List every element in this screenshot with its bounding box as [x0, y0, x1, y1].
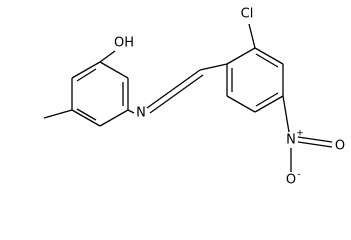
bond — [99, 109, 129, 127]
bond — [297, 136, 333, 143]
structure: OH N Cl N + O O - — [43, 7, 345, 188]
bond — [297, 141, 333, 148]
bond — [282, 95, 290, 133]
bond — [127, 109, 135, 114]
bond — [226, 47, 256, 65]
bond — [226, 95, 256, 113]
atom-label: Cl — [241, 7, 254, 22]
bond — [43, 109, 73, 119]
bond — [99, 61, 129, 79]
bond — [149, 74, 204, 114]
bond — [146, 69, 201, 109]
charge: + — [296, 129, 304, 139]
bond — [71, 109, 101, 127]
atom-label: OH — [114, 36, 134, 51]
atom-label: O — [286, 173, 296, 188]
bond — [99, 50, 116, 63]
atom-label: N — [136, 106, 146, 121]
bonds — [43, 23, 333, 172]
atom-label: O — [335, 139, 345, 154]
bond — [199, 63, 228, 71]
bond — [248, 23, 256, 49]
bond-inner — [76, 108, 97, 121]
atom-label: N — [286, 133, 296, 148]
charge: - — [297, 170, 300, 180]
bond-inner — [76, 68, 97, 82]
bond — [71, 61, 101, 79]
bond — [254, 95, 284, 113]
bond-inner — [255, 92, 279, 107]
bond-inner — [255, 53, 279, 68]
bond — [254, 47, 284, 65]
